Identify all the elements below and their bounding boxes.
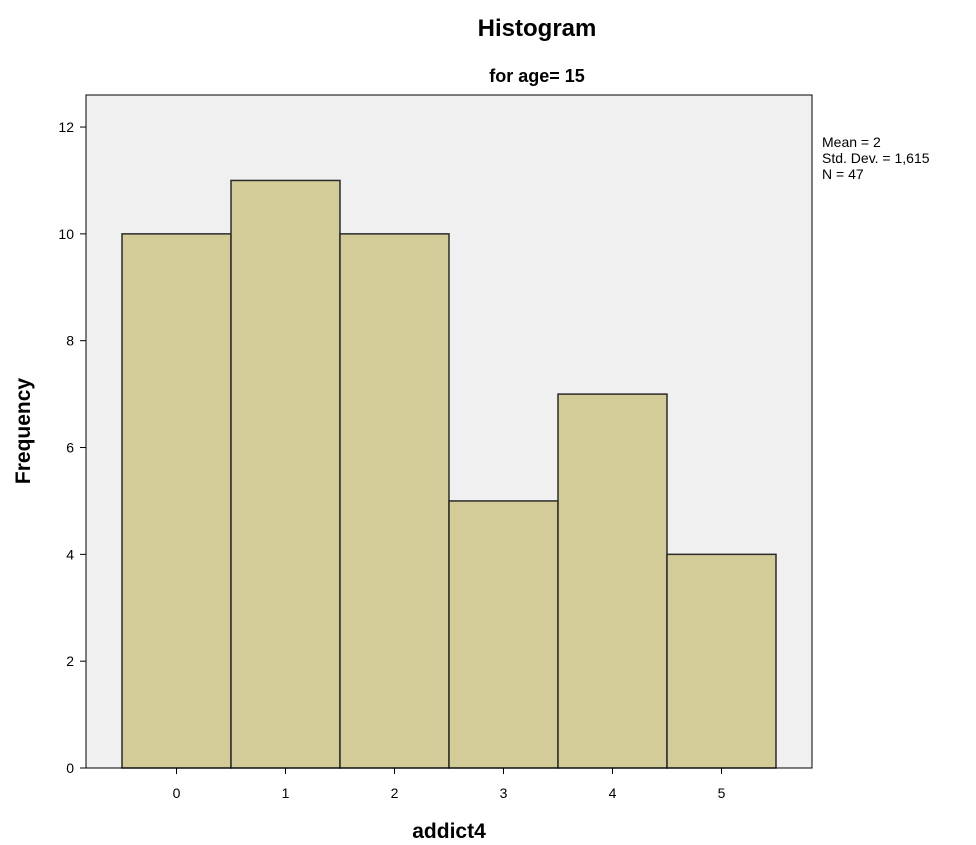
chart-subtitle: for age= 15 (489, 66, 585, 86)
bar-4 (557, 393, 668, 769)
bars-group (121, 179, 777, 769)
y-tick-label: 0 (66, 760, 74, 776)
y-tick-label: 6 (66, 440, 74, 456)
bar-0 (121, 233, 232, 769)
x-tick-label: 1 (282, 785, 290, 801)
stat-mean: Mean = 2 (822, 134, 881, 150)
stats-legend: Mean = 2 Std. Dev. = 1,615 N = 47 (822, 134, 930, 182)
stat-std-dev: Std. Dev. = 1,615 (822, 150, 930, 166)
x-tick-label: 3 (500, 785, 508, 801)
x-tick-label: 5 (718, 785, 726, 801)
bar-1 (230, 179, 341, 769)
x-axis: 0 1 2 3 4 5 (173, 768, 726, 801)
bar-2 (339, 233, 450, 769)
y-tick-label: 4 (66, 546, 74, 562)
x-tick-label: 0 (173, 785, 181, 801)
y-axis: 0 2 4 6 8 10 12 (58, 119, 86, 776)
y-tick-label: 8 (66, 333, 74, 349)
bar-3 (448, 500, 559, 769)
x-axis-label: addict4 (412, 820, 486, 843)
stat-n: N = 47 (822, 166, 864, 182)
y-tick-label: 2 (66, 653, 74, 669)
y-tick-label: 10 (58, 226, 74, 242)
y-axis-label: Frequency (12, 378, 35, 485)
y-tick-label: 12 (58, 119, 74, 135)
chart-title: Histogram (478, 15, 597, 42)
x-tick-label: 4 (609, 785, 617, 801)
x-tick-label: 2 (391, 785, 399, 801)
bar-5 (666, 553, 777, 769)
plot-frame (85, 94, 813, 769)
